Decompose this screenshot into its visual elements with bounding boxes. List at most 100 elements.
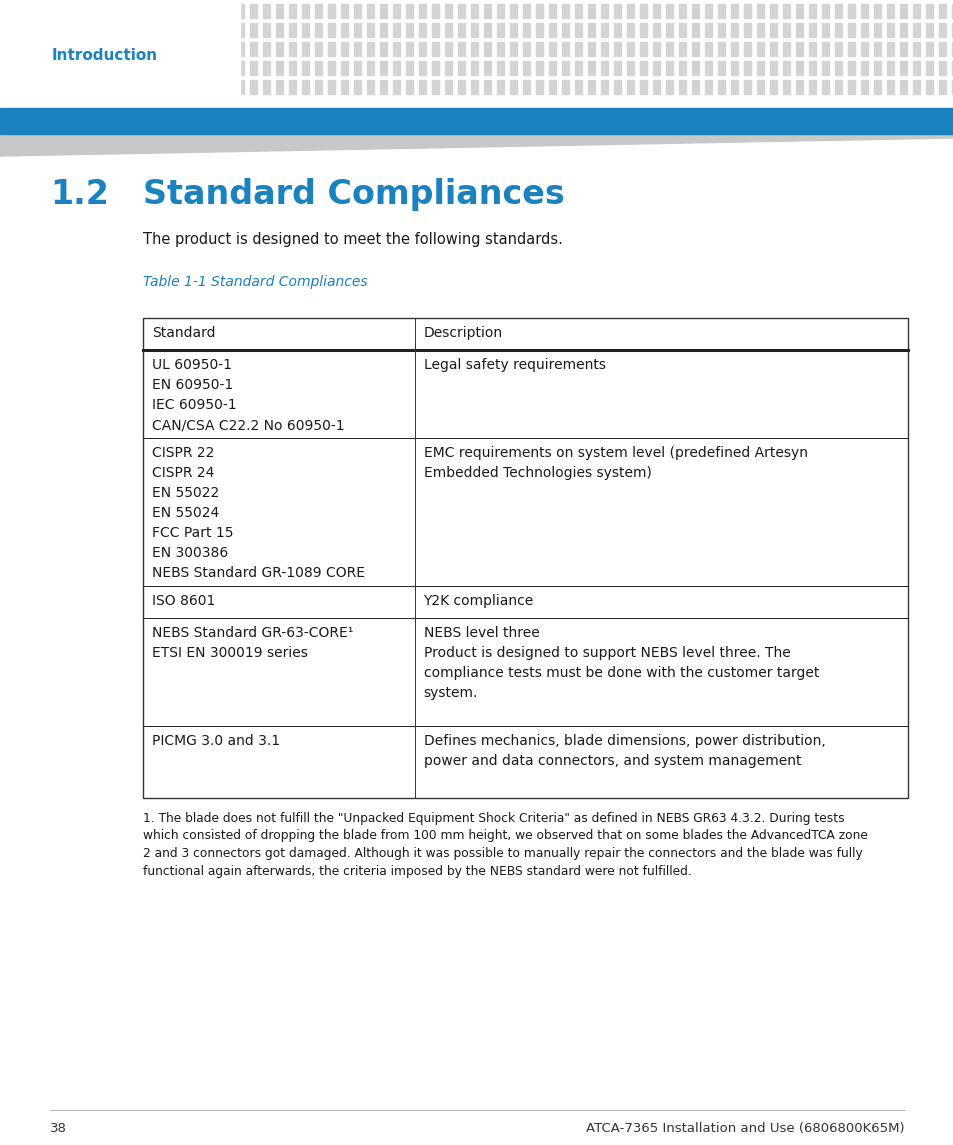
Bar — [769, 23, 776, 37]
Bar — [548, 3, 556, 18]
Bar — [68, 3, 75, 18]
Bar — [522, 80, 530, 94]
Bar — [679, 3, 685, 18]
Bar — [769, 42, 776, 56]
Bar — [861, 42, 867, 56]
Bar — [679, 80, 685, 94]
Bar — [730, 61, 738, 76]
Bar — [899, 23, 906, 37]
Bar — [406, 61, 413, 76]
Bar — [198, 61, 205, 76]
Bar — [132, 3, 140, 18]
Bar — [263, 61, 270, 76]
Bar — [795, 61, 802, 76]
Bar — [510, 23, 517, 37]
Bar — [730, 80, 738, 94]
Bar — [626, 80, 634, 94]
Bar — [626, 23, 634, 37]
Bar — [704, 61, 711, 76]
Bar — [614, 61, 620, 76]
Bar — [925, 23, 932, 37]
Bar — [42, 3, 49, 18]
Bar — [912, 42, 919, 56]
Bar — [107, 3, 113, 18]
Bar — [275, 61, 283, 76]
Bar — [925, 3, 932, 18]
Bar — [483, 3, 491, 18]
Bar — [861, 23, 867, 37]
Bar — [224, 3, 231, 18]
Bar — [834, 23, 841, 37]
Bar — [483, 61, 491, 76]
Bar — [886, 61, 893, 76]
Bar — [55, 23, 62, 37]
Bar — [314, 80, 322, 94]
Bar — [718, 80, 724, 94]
Bar — [132, 80, 140, 94]
Bar — [68, 23, 75, 37]
Bar — [211, 80, 218, 94]
Bar — [652, 3, 659, 18]
Bar — [834, 3, 841, 18]
Bar — [548, 80, 556, 94]
Bar — [548, 42, 556, 56]
Bar — [107, 42, 113, 56]
Bar — [951, 61, 953, 76]
Bar — [600, 61, 607, 76]
Bar — [743, 61, 750, 76]
Bar — [704, 23, 711, 37]
Bar — [29, 61, 36, 76]
Bar — [94, 61, 101, 76]
Bar — [42, 23, 49, 37]
Bar — [925, 80, 932, 94]
Bar — [548, 61, 556, 76]
Bar — [379, 3, 387, 18]
Bar — [899, 61, 906, 76]
Bar — [275, 3, 283, 18]
Bar — [3, 80, 10, 94]
Bar — [211, 42, 218, 56]
Bar — [614, 80, 620, 94]
Polygon shape — [0, 134, 953, 156]
Bar — [444, 3, 452, 18]
Bar — [743, 42, 750, 56]
Bar — [471, 80, 477, 94]
Bar — [94, 42, 101, 56]
Bar — [354, 42, 360, 56]
Bar — [314, 61, 322, 76]
Bar — [0, 2, 240, 110]
Bar — [561, 80, 568, 94]
Bar — [899, 3, 906, 18]
Bar — [912, 3, 919, 18]
Bar — [68, 61, 75, 76]
Bar — [367, 61, 374, 76]
Bar — [665, 80, 672, 94]
Bar — [925, 42, 932, 56]
Bar — [146, 3, 152, 18]
Bar — [769, 3, 776, 18]
Bar — [782, 3, 789, 18]
Bar — [55, 80, 62, 94]
Bar — [536, 23, 542, 37]
Bar — [873, 61, 880, 76]
Bar — [561, 23, 568, 37]
Bar — [444, 61, 452, 76]
Bar — [821, 23, 828, 37]
Text: Introduction: Introduction — [52, 47, 158, 63]
Bar — [457, 61, 464, 76]
Text: Legal safety requirements: Legal safety requirements — [423, 358, 605, 372]
Bar — [379, 80, 387, 94]
Bar — [861, 80, 867, 94]
Bar — [16, 42, 23, 56]
Bar — [679, 61, 685, 76]
Bar — [55, 3, 62, 18]
Text: 1. The blade does not fulfill the "Unpacked Equipment Shock Criteria" as defined: 1. The blade does not fulfill the "Unpac… — [143, 812, 867, 877]
Bar — [211, 23, 218, 37]
Bar — [600, 23, 607, 37]
Bar — [250, 61, 256, 76]
Bar — [847, 42, 854, 56]
Bar — [236, 42, 244, 56]
Bar — [757, 61, 763, 76]
Bar — [211, 61, 218, 76]
Bar — [393, 80, 399, 94]
